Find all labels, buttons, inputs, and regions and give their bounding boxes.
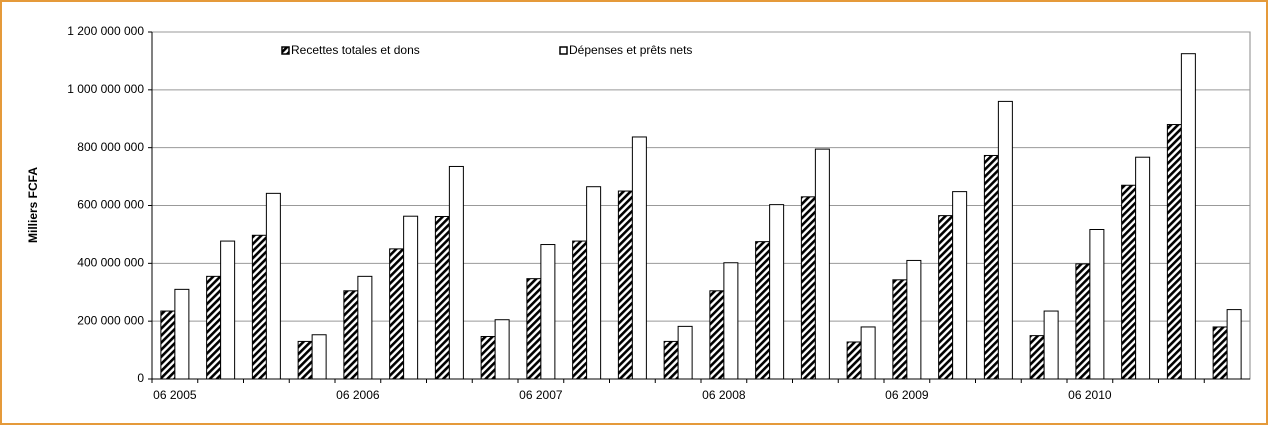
x-tick-label: 06 2010: [1068, 388, 1112, 402]
bar: [1075, 263, 1091, 380]
bar: [846, 341, 862, 380]
bar: [343, 290, 359, 380]
bar: [709, 290, 725, 380]
bar: [160, 310, 176, 380]
bar: [265, 192, 281, 380]
y-tick-label: 1 200 000 000: [67, 24, 144, 38]
bar: [480, 335, 496, 380]
y-tick-label: 0: [137, 371, 144, 385]
bar: [572, 240, 588, 380]
legend-swatch: [281, 46, 290, 55]
bar: [403, 215, 419, 380]
bar: [540, 244, 556, 380]
bar: [1212, 326, 1228, 380]
bar: [983, 154, 999, 380]
bar: [448, 165, 464, 380]
legend-label: Recettes totales et dons: [291, 43, 420, 57]
bar: [769, 204, 785, 380]
bar: [1135, 156, 1151, 380]
x-tick-label: 06 2009: [885, 388, 929, 402]
bar: [297, 340, 313, 380]
bar: [938, 215, 954, 380]
bar: [952, 191, 968, 380]
legend-swatch: [559, 46, 568, 55]
bar: [586, 186, 602, 380]
bar: [1226, 309, 1242, 380]
bar: [1043, 310, 1059, 380]
bar: [526, 278, 542, 380]
y-tick-label: 400 000 000: [77, 256, 144, 270]
y-tick-label: 1 000 000 000: [67, 82, 144, 96]
bar: [1089, 229, 1105, 380]
bar: [1121, 184, 1137, 380]
y-tick-label: 200 000 000: [77, 313, 144, 327]
x-tick-label: 06 2008: [702, 388, 746, 402]
bar: [1029, 335, 1045, 380]
y-tick-label: 800 000 000: [77, 140, 144, 154]
bar: [434, 215, 450, 380]
x-tick-label: 06 2006: [336, 388, 380, 402]
x-tick-label: 06 2007: [519, 388, 563, 402]
bar: [251, 234, 267, 380]
bar: [220, 240, 236, 380]
bar: [892, 279, 908, 380]
bar: [663, 340, 679, 380]
bar: [723, 262, 739, 380]
x-tick-label: 06 2005: [153, 388, 197, 402]
bar: [814, 148, 830, 380]
bar: [389, 248, 405, 380]
bar: [860, 326, 876, 380]
bar: [677, 325, 693, 380]
bar: [494, 319, 510, 380]
bar: [997, 100, 1013, 380]
y-axis-label: Milliers FCFA: [26, 167, 40, 243]
bar: [357, 275, 373, 380]
bar: [800, 196, 816, 380]
bar: [1166, 124, 1182, 380]
bar: [1180, 53, 1196, 380]
bar: [174, 288, 190, 380]
bar: [311, 334, 327, 380]
y-tick-label: 600 000 000: [77, 198, 144, 212]
bar: [206, 275, 222, 380]
bar: [755, 241, 771, 380]
bar: [617, 190, 633, 380]
bar: [631, 136, 647, 380]
legend-label: Dépenses et prêts nets: [569, 43, 692, 57]
bar: [906, 259, 922, 380]
